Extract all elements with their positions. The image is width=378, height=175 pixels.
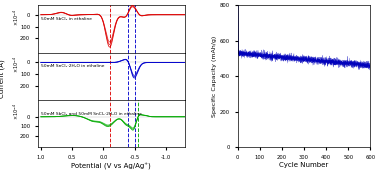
Text: $\times10^{-4}$: $\times10^{-4}$ <box>11 9 21 26</box>
Text: 50mM SnCl₂·2H₂O in ethaline: 50mM SnCl₂·2H₂O in ethaline <box>41 64 104 68</box>
Text: $\times10^{-4}$: $\times10^{-4}$ <box>11 56 21 73</box>
Y-axis label: Specific Capacity (mAh/g): Specific Capacity (mAh/g) <box>212 36 217 117</box>
Text: 50mM SbCl₃ in ethaline: 50mM SbCl₃ in ethaline <box>41 17 92 21</box>
Text: $\times10^{-4}$: $\times10^{-4}$ <box>11 103 21 120</box>
X-axis label: Potential (V vs Ag/Ag⁺): Potential (V vs Ag/Ag⁺) <box>71 162 151 170</box>
X-axis label: Cycle Number: Cycle Number <box>279 162 329 168</box>
Text: 50mM SbCl₃ and 50mM SnCl₂·2H₂O in ethaline: 50mM SbCl₃ and 50mM SnCl₂·2H₂O in ethali… <box>41 112 142 116</box>
Text: Current (A): Current (A) <box>0 59 5 98</box>
